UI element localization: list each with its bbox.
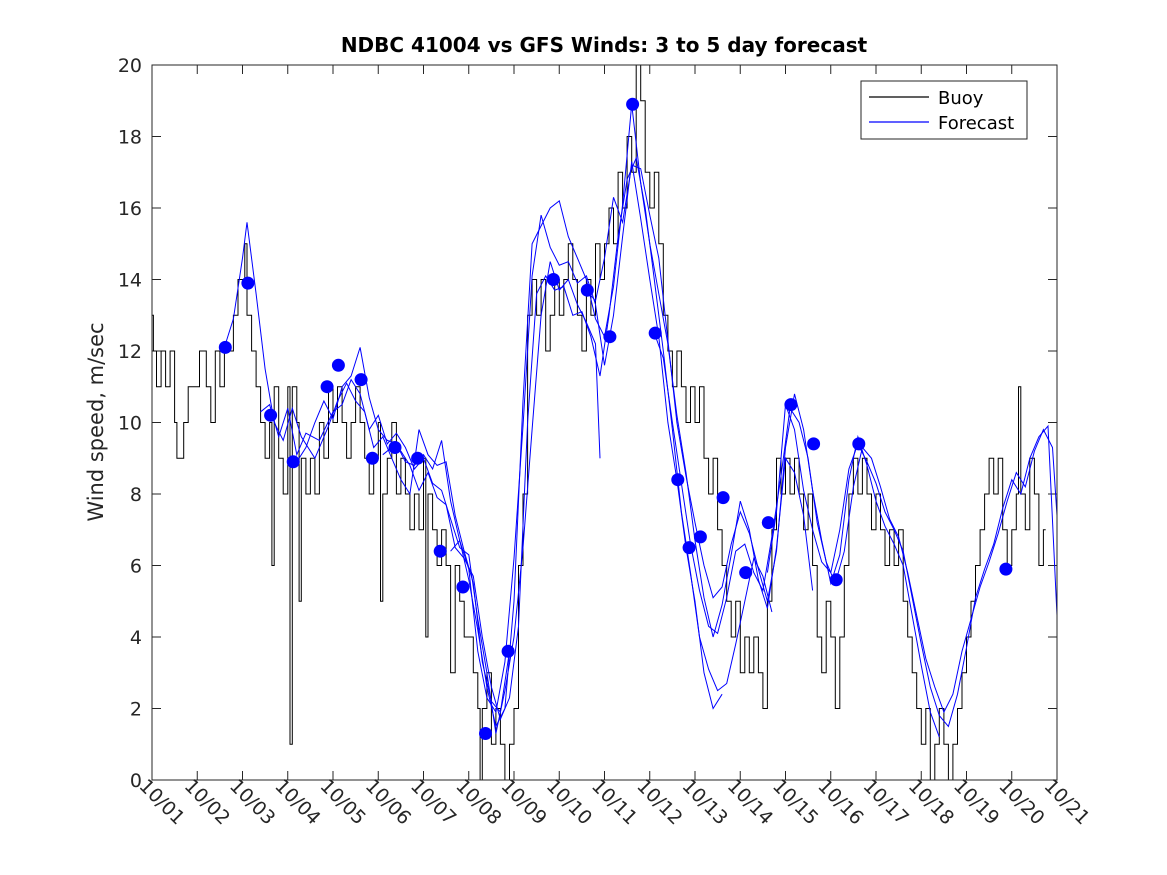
forecast-marker bbox=[682, 541, 696, 555]
legend-box bbox=[860, 80, 1028, 140]
chart-title: NDBC 41004 vs GFS Winds: 3 to 5 day fore… bbox=[341, 33, 868, 57]
forecast-marker bbox=[218, 340, 232, 354]
forecast-marker bbox=[479, 727, 492, 740]
y-tick-label: 2 bbox=[130, 699, 142, 721]
forecast-line bbox=[586, 164, 940, 738]
plot-border bbox=[151, 64, 1058, 781]
forecast-marker bbox=[852, 437, 866, 451]
y-tick-label: 10 bbox=[118, 413, 142, 435]
forecast-marker bbox=[693, 530, 707, 544]
forecast-line bbox=[766, 404, 1058, 728]
forecast-marker bbox=[456, 580, 470, 594]
forecast-marker bbox=[546, 273, 560, 286]
y-tick-label: 0 bbox=[130, 770, 142, 792]
forecast-marker bbox=[241, 276, 255, 290]
y-tick-label: 16 bbox=[118, 198, 142, 220]
forecast-line bbox=[382, 156, 773, 721]
legend: Buoy Forecast bbox=[860, 80, 1028, 140]
y-axis-label: Wind speed, m/sec bbox=[84, 322, 108, 521]
forecast-series bbox=[223, 104, 1058, 738]
forecast-marker bbox=[433, 544, 447, 558]
forecast-marker bbox=[739, 566, 753, 580]
forecast-marker bbox=[671, 473, 685, 487]
forecast-line bbox=[653, 332, 1058, 714]
forecast-marker bbox=[807, 437, 821, 451]
forecast-marker bbox=[626, 97, 640, 111]
forecast-marker bbox=[354, 373, 368, 387]
y-tick-label: 18 bbox=[118, 127, 142, 149]
y-tick-label: 12 bbox=[118, 341, 142, 363]
forecast-marker bbox=[264, 408, 278, 422]
forecast-marker bbox=[829, 573, 843, 587]
forecast-marker bbox=[286, 455, 300, 469]
forecast-marker bbox=[501, 644, 515, 658]
axis-ticks bbox=[151, 64, 1058, 781]
forecast-marker bbox=[580, 283, 594, 297]
forecast-marker bbox=[648, 326, 662, 340]
y-tick-label: 6 bbox=[130, 556, 142, 578]
legend-label-forecast: Forecast bbox=[938, 113, 1014, 134]
legend-label-buoy: Buoy bbox=[938, 88, 984, 109]
forecast-marker bbox=[365, 451, 379, 465]
forecast-marker bbox=[716, 491, 730, 505]
forecast-marker bbox=[603, 330, 617, 344]
plot-area bbox=[152, 65, 1057, 780]
forecast-marker bbox=[320, 380, 334, 394]
y-tick-label: 4 bbox=[130, 627, 142, 649]
forecast-marker bbox=[388, 441, 402, 454]
forecast-line bbox=[296, 161, 723, 714]
forecast-markers bbox=[218, 97, 1013, 740]
forecast-marker bbox=[331, 358, 345, 372]
y-tick-label: 8 bbox=[130, 484, 142, 506]
forecast-line bbox=[260, 261, 601, 734]
forecast-marker bbox=[411, 451, 425, 465]
forecast-marker bbox=[761, 516, 775, 530]
y-tick-labels: 0 2 4 6 8 10 12 14 16 18 20 bbox=[118, 55, 142, 792]
forecast-marker bbox=[999, 562, 1013, 576]
y-tick-label: 14 bbox=[118, 270, 142, 292]
y-tick-label: 20 bbox=[118, 55, 142, 77]
forecast-marker bbox=[784, 398, 798, 412]
